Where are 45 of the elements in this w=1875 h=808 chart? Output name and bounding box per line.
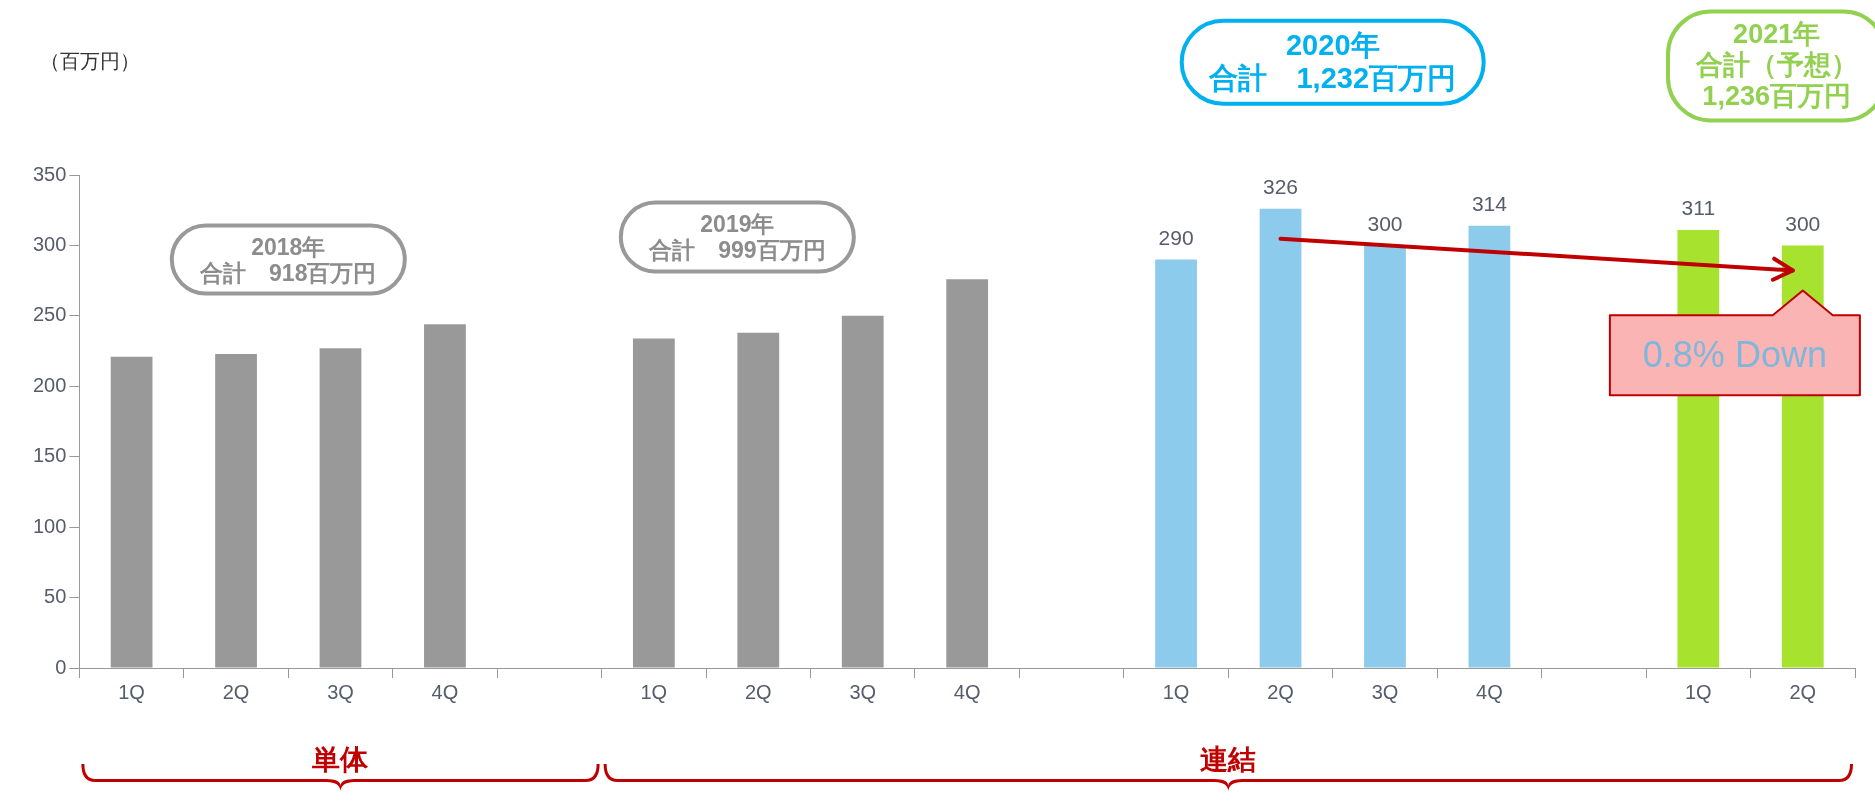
data-label: 326 bbox=[1263, 175, 1299, 199]
y-tick-label: 150 bbox=[32, 444, 67, 467]
x-tick-label: 4Q bbox=[953, 680, 981, 703]
x-tick-label: 3Q bbox=[849, 680, 877, 703]
bar bbox=[1468, 225, 1511, 668]
data-label: 311 bbox=[1681, 196, 1716, 220]
y-tick-label: 250 bbox=[32, 303, 67, 326]
x-tick-label: 2Q bbox=[222, 680, 250, 703]
x-tick-label: 4Q bbox=[1476, 680, 1503, 703]
y-tick-label: 100 bbox=[32, 514, 67, 537]
text: 2020年 bbox=[1285, 28, 1381, 62]
bar bbox=[1364, 245, 1406, 668]
data-label: 314 bbox=[1471, 192, 1508, 216]
text: 単体 bbox=[312, 743, 369, 777]
x-tick-label: 3Q bbox=[1371, 680, 1399, 703]
x-tick-label: 1Q bbox=[1684, 680, 1712, 703]
x-tick-label: 2Q bbox=[744, 680, 772, 703]
y-tick-label: 350 bbox=[32, 162, 67, 185]
data-label: 300 bbox=[1367, 211, 1403, 235]
text: 連結 bbox=[1200, 743, 1257, 777]
x-tick-label: 2Q bbox=[1789, 680, 1817, 703]
data-label: 300 bbox=[1785, 211, 1821, 235]
annotation: 2018年 bbox=[250, 233, 327, 260]
text: 合計 1,232百万円 bbox=[1209, 62, 1457, 96]
x-tick-label: 2Q bbox=[1267, 680, 1294, 703]
text: 合計（予想） bbox=[1695, 50, 1858, 82]
data-label: 290 bbox=[1158, 225, 1194, 249]
x-tick-label: 3Q bbox=[327, 680, 354, 703]
y-tick-label: 0 bbox=[55, 655, 67, 678]
annotation: 0.8% Down bbox=[1642, 334, 1827, 376]
bar bbox=[1259, 208, 1302, 668]
x-tick-label: 1Q bbox=[118, 680, 145, 703]
y-tick-label: 50 bbox=[44, 585, 67, 608]
x-tick-label: 4Q bbox=[431, 680, 459, 703]
text: 1,236百万円 bbox=[1701, 81, 1852, 113]
y-tick-label: 300 bbox=[32, 232, 67, 255]
text: 2021年 bbox=[1732, 19, 1822, 51]
x-tick-label: 1Q bbox=[1162, 680, 1190, 703]
annotation: 2019年 bbox=[699, 210, 776, 237]
bar bbox=[1155, 259, 1197, 668]
annotation: 合計 999百万円 bbox=[649, 236, 826, 264]
y-axis-title: （百万円） bbox=[40, 49, 140, 74]
annotation: 合計 918百万円 bbox=[200, 259, 377, 286]
x-tick-label: 1Q bbox=[640, 680, 668, 703]
y-tick-label: 200 bbox=[32, 373, 67, 396]
